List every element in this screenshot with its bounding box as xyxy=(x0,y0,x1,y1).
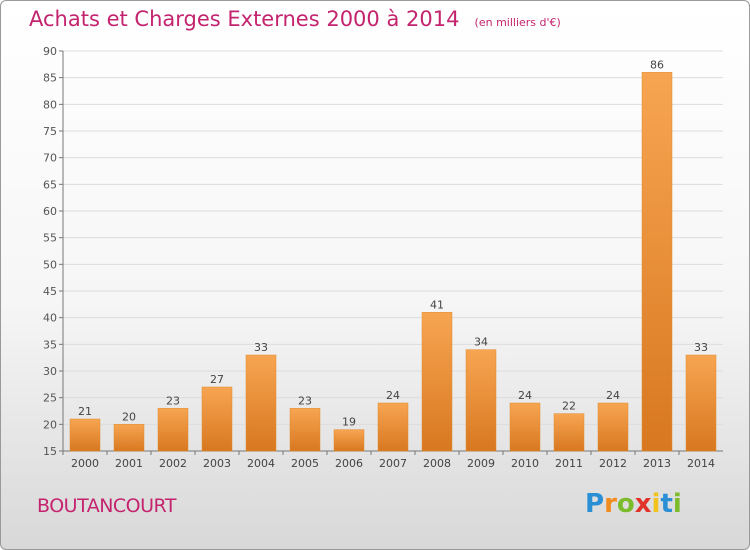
bar-2000 xyxy=(69,418,101,452)
city-name: BOUTANCOURT xyxy=(37,495,176,517)
bar-2008 xyxy=(421,312,453,452)
data-label-2011: 22 xyxy=(562,400,576,413)
data-label-2010: 24 xyxy=(518,389,532,402)
x-tick-label-2005: 2005 xyxy=(291,457,319,470)
bar-2004 xyxy=(245,354,277,452)
data-label-2000: 21 xyxy=(78,405,92,418)
x-tick-label-2010: 2010 xyxy=(511,457,539,470)
bars xyxy=(69,72,717,452)
data-label-2009: 34 xyxy=(474,336,488,349)
y-tick-label: 40 xyxy=(43,312,57,325)
y-tick-label: 15 xyxy=(43,445,57,458)
y-tick-label: 60 xyxy=(43,205,57,218)
bar-2007 xyxy=(377,402,409,452)
data-label-2004: 33 xyxy=(254,341,268,354)
data-label-2002: 23 xyxy=(166,394,180,407)
data-label-2008: 41 xyxy=(430,298,444,311)
y-tick-label: 50 xyxy=(43,258,57,271)
y-tick-label: 90 xyxy=(43,45,57,58)
data-label-2014: 33 xyxy=(694,341,708,354)
y-tick-label: 85 xyxy=(43,72,57,85)
bar-2006 xyxy=(333,429,365,452)
bar-2011 xyxy=(553,413,585,452)
bar-2005 xyxy=(289,408,321,452)
x-tick-label-2014: 2014 xyxy=(687,457,715,470)
bar-2002 xyxy=(157,408,189,452)
x-tick-label-2008: 2008 xyxy=(423,457,451,470)
x-tick-labels: 2000 2001 2002 2003 2004 2005 2006 2007 2008 2009… xyxy=(62,451,715,470)
x-tick-label-2012: 2012 xyxy=(599,457,627,470)
y-tick-label: 35 xyxy=(43,338,57,351)
logo-letter: r xyxy=(604,489,617,519)
title-row: Achats et Charges Externes 2000 à 2014 (… xyxy=(29,7,561,31)
y-tick-label: 65 xyxy=(43,178,57,191)
bar-2001 xyxy=(113,424,145,452)
data-label-2013: 86 xyxy=(650,58,664,71)
logo-letter: i xyxy=(651,489,661,519)
bar-2014 xyxy=(685,354,717,452)
bar-2012 xyxy=(597,402,629,452)
data-label-2006: 19 xyxy=(342,416,356,429)
x-tick-label-2006: 2006 xyxy=(335,457,363,470)
bar-2003 xyxy=(201,386,233,452)
y-tick-label: 45 xyxy=(43,285,57,298)
logo-letter: P xyxy=(585,489,605,519)
x-tick-label-2004: 2004 xyxy=(247,457,275,470)
y-tick-label: 55 xyxy=(43,232,57,245)
data-label-2007: 24 xyxy=(386,389,400,402)
logo-letter: x xyxy=(634,489,652,519)
chart-title: Achats et Charges Externes 2000 à 2014 xyxy=(29,7,460,31)
data-label-2001: 20 xyxy=(122,410,136,423)
data-label-2005: 23 xyxy=(298,394,312,407)
x-tick-label-2011: 2011 xyxy=(555,457,583,470)
x-tick-label-2001: 2001 xyxy=(115,457,143,470)
x-tick-label-2007: 2007 xyxy=(379,457,407,470)
x-tick-label-2000: 2000 xyxy=(71,457,99,470)
data-label-2003: 27 xyxy=(210,373,224,386)
chart-subtitle: (en milliers d'€) xyxy=(474,16,561,29)
logo-letter: t xyxy=(660,489,673,519)
logo-letter: i xyxy=(672,489,682,519)
data-labels: 21 20 23 27 33 23 19 24 41 34 24 22 24 86 33 xyxy=(78,58,708,428)
proxiti-logo: Proxiti xyxy=(585,489,682,519)
bar-2009 xyxy=(465,349,497,452)
x-tick-label-2003: 2003 xyxy=(203,457,231,470)
bar-2010 xyxy=(509,402,541,452)
y-tick-label: 80 xyxy=(43,98,57,111)
logo-letter: o xyxy=(616,489,635,519)
y-tick-label: 20 xyxy=(43,418,57,431)
y-tick-label: 25 xyxy=(43,392,57,405)
y-tick-label: 75 xyxy=(43,125,57,138)
y-tick-label: 70 xyxy=(43,152,57,165)
x-tick-label-2009: 2009 xyxy=(467,457,495,470)
y-tick-label: 30 xyxy=(43,365,57,378)
data-label-2012: 24 xyxy=(606,389,620,402)
y-tick-labels: 15 20 25 30 35 40 45 50 55 60 65 70 75 80 85 90 xyxy=(43,45,57,458)
x-tick-label-2002: 2002 xyxy=(159,457,187,470)
x-tick-label-2013: 2013 xyxy=(643,457,671,470)
bar-2013 xyxy=(641,72,673,452)
